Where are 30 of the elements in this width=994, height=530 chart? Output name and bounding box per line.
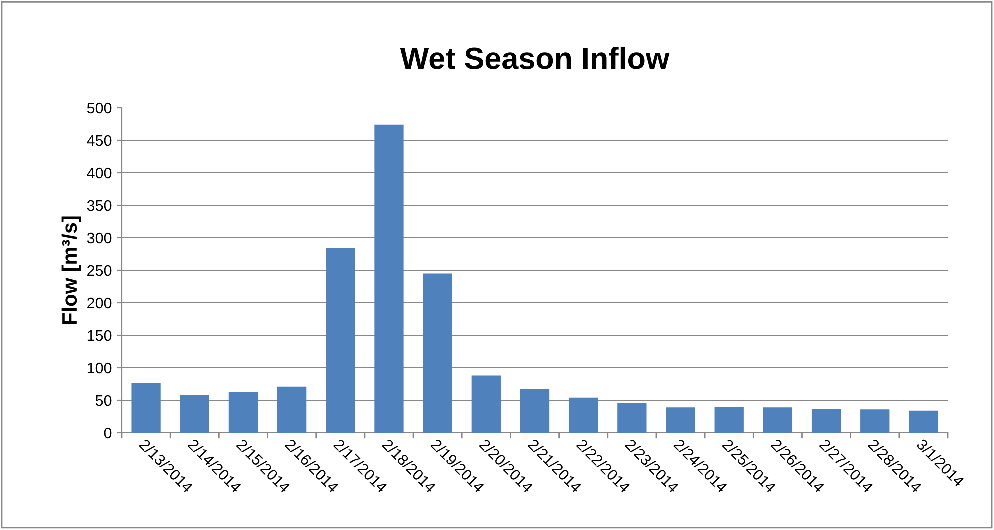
bar [132, 382, 161, 433]
bar [860, 410, 890, 433]
y-tick-label: 400 [87, 168, 112, 179]
y-tick-label: 150 [88, 330, 112, 342]
y-axis-title: Flow [m³/s] [62, 216, 82, 324]
bar [277, 386, 307, 433]
bar [666, 408, 696, 433]
bar [569, 398, 598, 433]
bar [374, 124, 404, 433]
bar [618, 403, 647, 433]
bar [812, 408, 842, 433]
y-tick-label: 500 [87, 102, 112, 114]
chart-title: Wet Season Inflow [400, 46, 670, 70]
y-tick-label: 50 [96, 395, 112, 406]
y-tick-label: 350 [87, 200, 112, 212]
y-tick-label: 100 [88, 362, 112, 374]
bar [714, 407, 744, 433]
bar [423, 274, 452, 433]
bar [763, 408, 793, 433]
bar [228, 392, 258, 433]
bar [520, 389, 550, 433]
y-tick-label: 300 [87, 232, 112, 244]
y-tick-label: 200 [88, 298, 112, 309]
bar [180, 395, 210, 433]
y-tick-label: 450 [87, 135, 112, 146]
y-tick-label: 250 [88, 265, 112, 276]
y-tick-label: 0 [104, 428, 112, 439]
bar [909, 410, 938, 433]
bar [326, 248, 356, 433]
bar [472, 376, 501, 433]
